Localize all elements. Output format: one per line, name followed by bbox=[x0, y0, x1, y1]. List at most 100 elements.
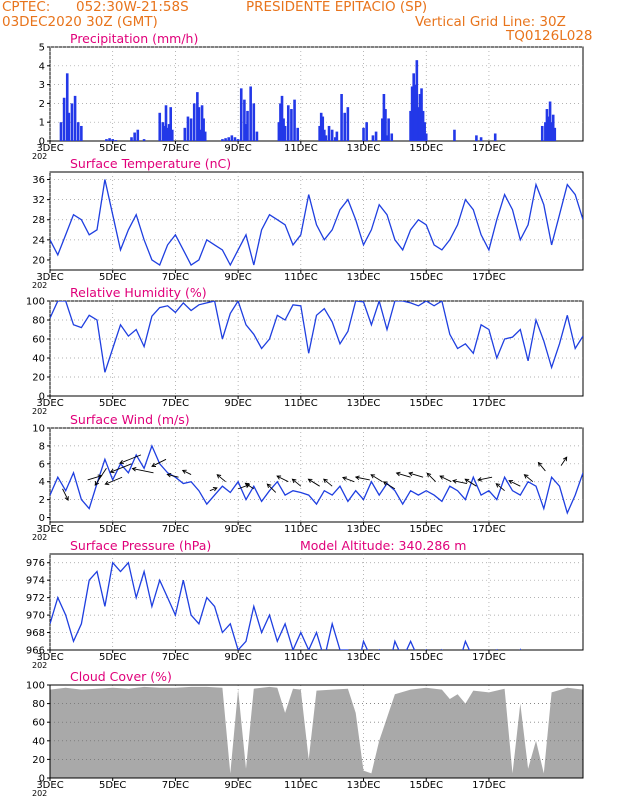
temperature-ytick-label: 36 bbox=[32, 175, 45, 186]
precip-bar bbox=[76, 122, 80, 141]
cloud-cover-xtick-label: 13DEC bbox=[347, 780, 381, 791]
precip-bar bbox=[387, 118, 390, 141]
cloud-cover-xtick-label: 17DEC bbox=[472, 780, 506, 791]
wind-vector bbox=[464, 478, 477, 487]
wind-vector bbox=[408, 472, 424, 478]
humidity-ytick-label: 100 bbox=[26, 297, 45, 308]
cloud-cover-xtick-label: 9DEC bbox=[224, 780, 251, 791]
temperature-ytick-label: 20 bbox=[32, 255, 45, 266]
wind-vector bbox=[105, 476, 123, 485]
wind-vector-head bbox=[477, 477, 483, 482]
wind-vector bbox=[209, 487, 218, 492]
cloud-cover-ytick-label: 80 bbox=[32, 699, 45, 710]
precipitation-xtick-label: 13DEC bbox=[347, 143, 381, 154]
pressure-xtick-label: 7DEC bbox=[162, 652, 189, 663]
wind-vector-head bbox=[104, 480, 110, 486]
precip-bar bbox=[417, 107, 420, 141]
precip-bar bbox=[346, 107, 350, 141]
wind-vector-head bbox=[342, 476, 347, 481]
cloud-cover-ytick-label: 100 bbox=[26, 681, 45, 692]
precip-bar bbox=[540, 125, 544, 141]
wind-vector bbox=[452, 480, 468, 484]
wind-ytick-label: 0 bbox=[39, 513, 45, 524]
precip-bar bbox=[136, 129, 140, 141]
wind-title: Surface Wind (m/s) bbox=[70, 412, 190, 427]
precip-bar bbox=[105, 139, 108, 141]
precip-bar bbox=[550, 122, 553, 141]
wind-vector-head bbox=[323, 478, 328, 484]
wind-vector bbox=[216, 474, 226, 483]
pressure-annotation: Model Altitude: 340.286 m bbox=[300, 538, 466, 553]
precipitation-xtick-label: 17DEC bbox=[472, 143, 506, 154]
precip-bar bbox=[421, 110, 425, 141]
humidity-title: Relative Humidity (%) bbox=[70, 285, 207, 300]
precip-bar bbox=[424, 133, 428, 141]
precip-bar bbox=[390, 133, 394, 141]
precip-bar bbox=[548, 101, 552, 141]
precip-bar bbox=[230, 135, 234, 141]
wind-xtick-label: 17DEC bbox=[472, 524, 506, 535]
station-label: PRESIDENTE EPITACIO (SP) bbox=[246, 0, 428, 15]
precip-bar bbox=[163, 125, 166, 141]
precip-bar bbox=[321, 116, 325, 141]
temperature-frame bbox=[49, 171, 584, 271]
temperature-xtick-label: 17DEC bbox=[472, 272, 506, 283]
temperature-xtick-label: 9DEC bbox=[224, 272, 251, 283]
wind-vector-head bbox=[439, 475, 445, 480]
precip-bar bbox=[553, 127, 557, 141]
cloud-cover-ytick-label: 60 bbox=[32, 718, 45, 729]
precip-bar bbox=[169, 107, 173, 141]
wind-xtick-label: 5DEC bbox=[99, 524, 126, 535]
precip-bar bbox=[170, 129, 174, 141]
wind-vector bbox=[495, 483, 505, 492]
temperature-series-line bbox=[50, 179, 583, 267]
temperature-xtick-label: 7DEC bbox=[162, 272, 189, 283]
wind-vector bbox=[323, 478, 333, 487]
precip-bar bbox=[164, 105, 168, 141]
precipitation-xtick-label: 11DEC bbox=[284, 143, 318, 154]
precip-bar bbox=[224, 138, 227, 141]
temperature-ytick-label: 28 bbox=[32, 215, 45, 226]
cloud-cover-ytick-label: 40 bbox=[32, 736, 45, 747]
humidity-xtick-label: 13DEC bbox=[347, 398, 381, 409]
chart-header: CPTEC: 052:30W-21:58S PRESIDENTE EPITACI… bbox=[0, 0, 618, 46]
precip-bar bbox=[409, 110, 412, 141]
precip-bar bbox=[67, 112, 71, 141]
humidity-xtick-label: 3DEC bbox=[36, 398, 63, 409]
pressure-ytick-label: 968 bbox=[26, 628, 45, 639]
wind-vector-head bbox=[495, 483, 501, 488]
precip-bar bbox=[202, 118, 205, 141]
precipitation-xtick-label: 9DEC bbox=[224, 143, 251, 154]
precip-bar bbox=[413, 84, 417, 141]
humidity-ytick-label: 80 bbox=[32, 316, 45, 327]
wind-vector-head bbox=[382, 481, 388, 486]
wind-ytick-label: 6 bbox=[39, 459, 45, 470]
center-label: CPTEC: bbox=[2, 0, 51, 15]
wind-vector bbox=[167, 474, 179, 478]
precip-bar bbox=[252, 103, 256, 141]
precip-bar bbox=[340, 94, 343, 141]
precip-bar bbox=[545, 109, 549, 141]
precip-bar bbox=[334, 137, 337, 141]
precipitation-xtick-label: 15DEC bbox=[409, 143, 443, 154]
precip-bar bbox=[246, 110, 249, 141]
precip-bar bbox=[415, 60, 419, 141]
humidity-xtick-label: 17DEC bbox=[472, 398, 506, 409]
precip-bar bbox=[239, 88, 243, 141]
wind-vector-head bbox=[452, 479, 457, 484]
wind-vector bbox=[182, 469, 192, 475]
precip-bar bbox=[65, 73, 69, 141]
precip-bar bbox=[203, 131, 207, 141]
precip-bar bbox=[192, 103, 196, 141]
precip-bar bbox=[453, 129, 456, 141]
precipitation-year-fragment: 202 bbox=[32, 152, 47, 161]
precip-bar bbox=[412, 73, 415, 141]
grid-note-label: Vertical Grid Line: 30Z bbox=[415, 14, 566, 30]
humidity-xtick-label: 11DEC bbox=[284, 398, 318, 409]
precip-bar bbox=[423, 122, 426, 141]
wind-vector bbox=[110, 463, 132, 473]
wind-vector-head bbox=[216, 474, 222, 479]
precip-bar bbox=[59, 122, 63, 141]
precip-bar bbox=[382, 94, 386, 141]
precip-bar bbox=[371, 135, 375, 141]
